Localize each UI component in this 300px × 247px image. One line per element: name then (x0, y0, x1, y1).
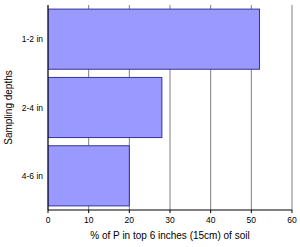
tick-label: 20 (125, 215, 135, 225)
grid-line (292, 5, 293, 210)
grid-line (48, 5, 49, 210)
chart: 0 10 20 30 40 50 60 1-2 in 2-4 in 4-6 in % of P in… (0, 0, 300, 247)
x-axis-label: % of P in top 6 inches (15cm) of soil (90, 230, 249, 241)
tick-label: 40 (206, 215, 216, 225)
x-axis (48, 210, 292, 211)
tick-label: 0 (46, 215, 51, 225)
y-axis (48, 5, 49, 210)
category-label: 2-4 in (22, 103, 44, 113)
tick-label: 60 (287, 215, 297, 225)
category-label: 4-6 in (22, 171, 44, 181)
y-axis-label: Sampling depths (3, 70, 14, 145)
bar (48, 77, 162, 137)
tick-label: 30 (165, 215, 175, 225)
category-label: 1-2 in (22, 34, 44, 44)
tick-label: 10 (84, 215, 94, 225)
bar (48, 146, 129, 206)
chart-container: 0 10 20 30 40 50 60 1-2 in 2-4 in 4-6 in % of P in… (0, 0, 300, 247)
bars (48, 9, 259, 206)
tick-label: 50 (247, 215, 257, 225)
bar (48, 9, 259, 69)
